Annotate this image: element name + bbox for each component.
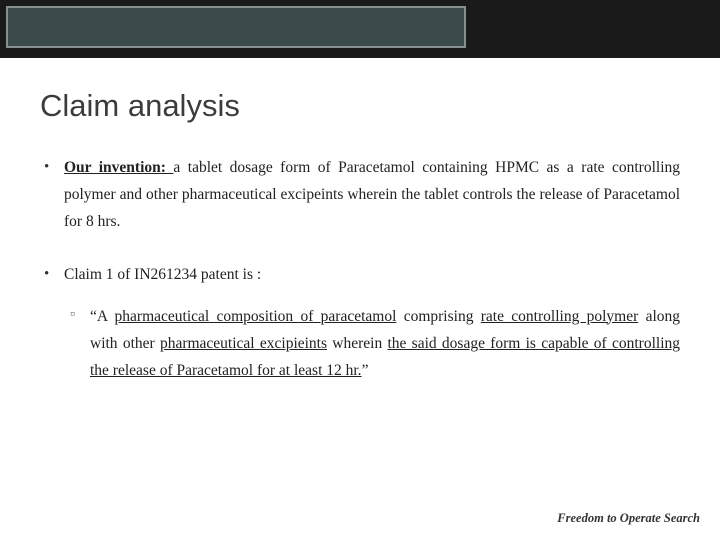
accent-band bbox=[6, 6, 466, 48]
footer-text: Freedom to Operate Search bbox=[557, 511, 700, 526]
slide-title: Claim analysis bbox=[40, 88, 680, 124]
q-u4: pharmaceutical bbox=[160, 335, 260, 352]
q-u5: excipieints bbox=[260, 335, 327, 352]
bullet-2-text: Claim 1 of IN261234 patent is : bbox=[64, 266, 261, 283]
q-open: “A bbox=[90, 308, 115, 325]
q-u1: pharmaceutical composition of bbox=[115, 308, 321, 325]
bullet-1: Our invention: a tablet dosage form of P… bbox=[40, 154, 680, 235]
bullet-1-label: Our invention: bbox=[64, 159, 173, 176]
q-m3: wherein bbox=[327, 335, 387, 352]
slide-content: Claim analysis Our invention: a tablet d… bbox=[40, 88, 680, 410]
q-m1: comprising bbox=[396, 308, 480, 325]
bullet-2-sub: “A pharmaceutical composition of paracet… bbox=[64, 303, 680, 384]
bullet-2: Claim 1 of IN261234 patent is : “A pharm… bbox=[40, 261, 680, 384]
q-close: ” bbox=[362, 362, 369, 379]
q-u3: rate controlling polymer bbox=[481, 308, 639, 325]
q-u2: paracetamol bbox=[321, 308, 397, 325]
slide-body: Our invention: a tablet dosage form of P… bbox=[40, 154, 680, 384]
top-band bbox=[0, 0, 720, 58]
